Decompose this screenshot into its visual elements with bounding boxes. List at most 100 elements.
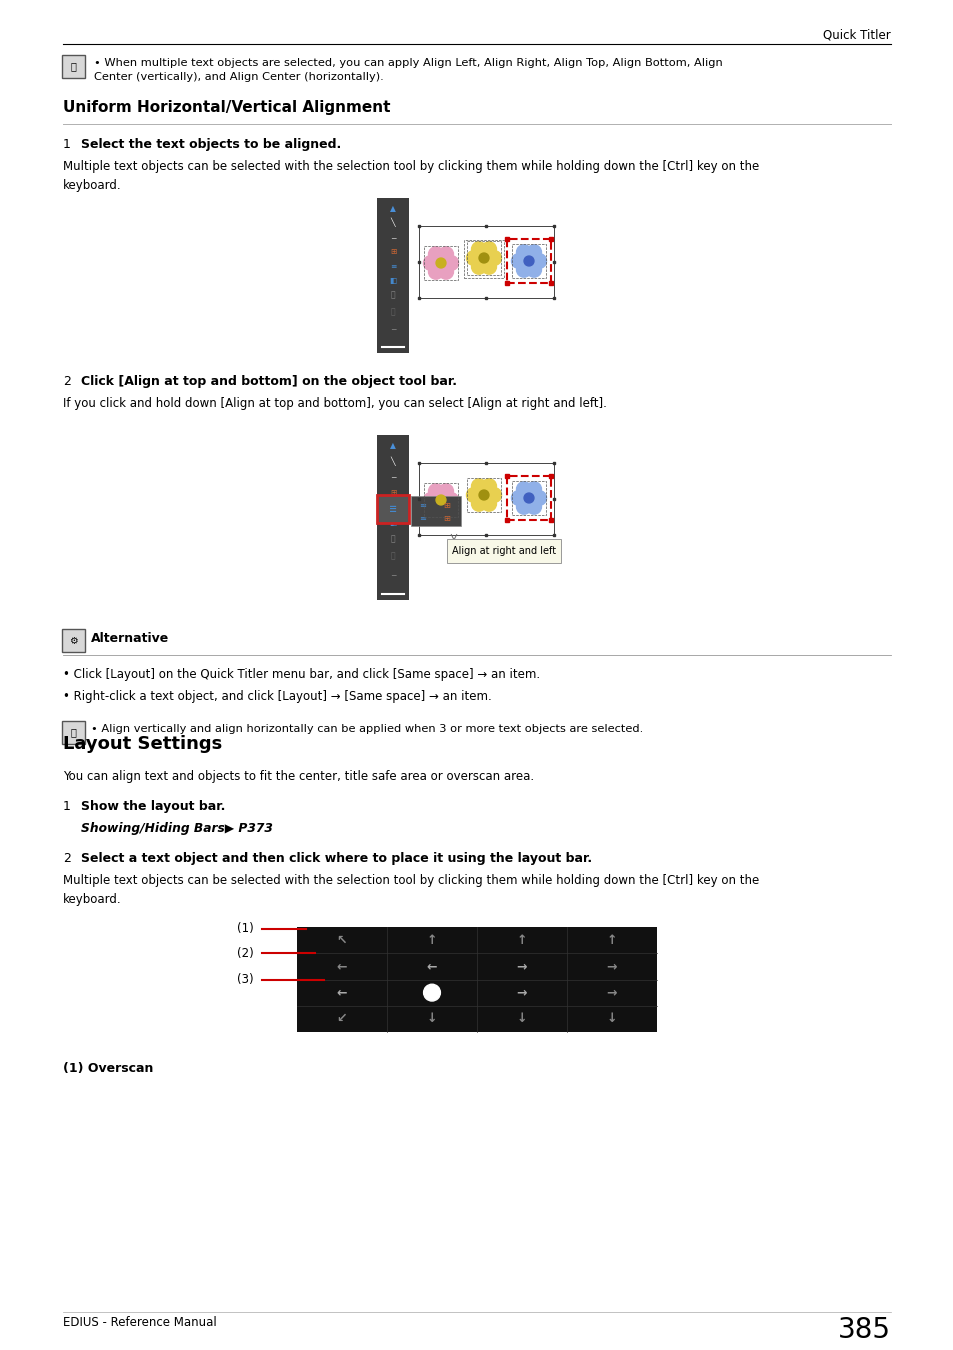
Text: →: →: [606, 986, 617, 999]
Text: ↓: ↓: [606, 1012, 617, 1026]
Text: ⬜: ⬜: [391, 533, 395, 543]
Text: ◧: ◧: [389, 518, 396, 528]
Text: Select the text objects to be aligned.: Select the text objects to be aligned.: [81, 138, 341, 151]
Text: (1): (1): [236, 922, 253, 936]
Circle shape: [423, 255, 438, 270]
Circle shape: [438, 501, 453, 516]
Text: Alternative: Alternative: [91, 632, 169, 645]
Circle shape: [511, 254, 526, 269]
FancyBboxPatch shape: [376, 495, 409, 522]
Text: Align at right and left: Align at right and left: [452, 545, 556, 556]
Text: If you click and hold down [Align at top and bottom], you can select [Align at r: If you click and hold down [Align at top…: [63, 397, 606, 410]
Text: ─: ─: [391, 343, 395, 351]
Text: ▲: ▲: [390, 441, 395, 451]
Circle shape: [516, 262, 531, 277]
Circle shape: [438, 247, 453, 262]
FancyBboxPatch shape: [376, 198, 409, 352]
Text: • Right-click a text object, and click [Layout] → [Same space] → an item.: • Right-click a text object, and click […: [63, 690, 491, 703]
Circle shape: [526, 500, 541, 514]
Circle shape: [478, 490, 489, 500]
Circle shape: [438, 483, 453, 498]
Text: 🖼: 🖼: [71, 62, 76, 72]
Circle shape: [481, 479, 496, 494]
Circle shape: [478, 252, 489, 263]
Text: →: →: [517, 986, 527, 999]
FancyBboxPatch shape: [418, 225, 554, 298]
Circle shape: [423, 984, 440, 1000]
Text: Showing/Hiding Bars▶ P373: Showing/Hiding Bars▶ P373: [81, 822, 273, 836]
Circle shape: [471, 259, 486, 274]
FancyBboxPatch shape: [418, 463, 554, 535]
FancyBboxPatch shape: [376, 435, 409, 599]
Circle shape: [523, 256, 534, 266]
FancyBboxPatch shape: [62, 629, 85, 652]
Circle shape: [466, 251, 481, 266]
Circle shape: [511, 490, 526, 505]
Circle shape: [428, 247, 443, 262]
Text: ╲: ╲: [391, 456, 395, 466]
Text: ≡: ≡: [419, 513, 426, 522]
Text: Select a text object and then click where to place it using the layout bar.: Select a text object and then click wher…: [81, 852, 592, 865]
Text: ↙: ↙: [336, 1012, 347, 1026]
Text: (2): (2): [236, 946, 253, 960]
Circle shape: [471, 479, 486, 494]
Circle shape: [486, 487, 501, 502]
Circle shape: [471, 497, 486, 512]
Text: 2: 2: [63, 375, 71, 387]
Text: • Click [Layout] on the Quick Titler menu bar, and click [Same space] → an item.: • Click [Layout] on the Quick Titler men…: [63, 668, 539, 680]
Circle shape: [436, 495, 445, 505]
FancyBboxPatch shape: [296, 927, 657, 1031]
Text: ↑: ↑: [426, 934, 436, 946]
FancyBboxPatch shape: [447, 539, 560, 563]
Text: 2: 2: [63, 852, 71, 865]
Text: ←: ←: [426, 960, 436, 973]
Circle shape: [531, 490, 546, 505]
Text: Quick Titler: Quick Titler: [822, 28, 890, 42]
Circle shape: [516, 500, 531, 514]
Text: ↑: ↑: [606, 934, 617, 946]
Text: ⊞: ⊞: [390, 247, 395, 256]
Circle shape: [436, 258, 445, 267]
Text: ⬜: ⬜: [391, 308, 395, 316]
Text: Click [Align at top and bottom] on the object tool bar.: Click [Align at top and bottom] on the o…: [81, 375, 456, 387]
Circle shape: [428, 501, 443, 516]
Text: 1: 1: [63, 801, 71, 813]
Circle shape: [526, 482, 541, 497]
Circle shape: [526, 262, 541, 277]
Text: ─: ─: [391, 325, 395, 333]
Text: ◧: ◧: [389, 277, 396, 285]
FancyBboxPatch shape: [411, 495, 460, 526]
Text: ≡: ≡: [389, 504, 396, 514]
Circle shape: [428, 483, 443, 498]
Text: Show the layout bar.: Show the layout bar.: [81, 801, 225, 813]
Circle shape: [516, 482, 531, 497]
Text: Layout Settings: Layout Settings: [63, 734, 222, 753]
Text: ─: ─: [391, 570, 395, 579]
Circle shape: [481, 259, 496, 274]
Circle shape: [526, 244, 541, 259]
Text: ≡: ≡: [390, 262, 395, 271]
Text: 1: 1: [63, 138, 71, 151]
Text: ≡: ≡: [419, 501, 426, 509]
Circle shape: [471, 242, 486, 256]
Text: ⊞: ⊞: [443, 513, 450, 522]
Text: 🖼: 🖼: [71, 728, 76, 737]
Text: ─: ─: [391, 472, 395, 482]
Text: ⚙: ⚙: [69, 636, 78, 645]
Text: ─: ─: [391, 232, 395, 242]
Text: ↓: ↓: [426, 1012, 436, 1026]
Text: You can align text and objects to fit the center, title safe area or overscan ar: You can align text and objects to fit th…: [63, 769, 534, 783]
Text: ⊞: ⊞: [443, 501, 450, 509]
Circle shape: [428, 265, 443, 279]
Text: ─: ─: [391, 589, 395, 598]
Text: ╲: ╲: [391, 219, 395, 227]
Circle shape: [523, 493, 534, 504]
Circle shape: [516, 244, 531, 259]
Text: Uniform Horizontal/Vertical Alignment: Uniform Horizontal/Vertical Alignment: [63, 100, 390, 115]
Circle shape: [438, 265, 453, 279]
Text: →: →: [606, 960, 617, 973]
Circle shape: [443, 493, 458, 508]
Circle shape: [481, 242, 496, 256]
Text: ⬜: ⬜: [391, 290, 395, 300]
Text: ⊞: ⊞: [390, 487, 395, 497]
